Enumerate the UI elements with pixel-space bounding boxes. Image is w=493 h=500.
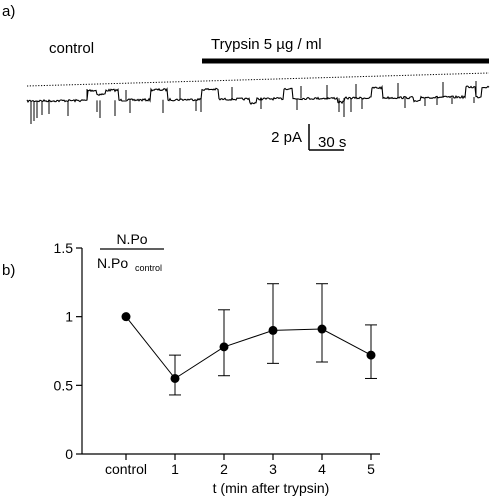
x-axis-label: t (min after trypsin) bbox=[213, 480, 330, 496]
x-tick-label: control bbox=[105, 461, 147, 477]
data-point bbox=[268, 325, 278, 335]
axes: 0 0.5 1 1.5 control 1 2 3 4 5 bbox=[54, 240, 380, 477]
y-tick-label: 0.5 bbox=[54, 377, 74, 393]
scale-bar: 2 pA 30 s bbox=[271, 124, 346, 151]
series-line bbox=[125, 316, 372, 380]
y-tick-label: 0 bbox=[65, 446, 73, 462]
data-point bbox=[366, 350, 376, 360]
x-tick-label: 1 bbox=[171, 461, 179, 477]
ylabel-denominator-main: N.Po bbox=[97, 255, 128, 271]
data-point bbox=[121, 312, 131, 322]
ylabel-numerator: N.Po bbox=[116, 231, 147, 247]
data-point bbox=[317, 324, 327, 334]
scale-current-label: 2 pA bbox=[271, 129, 302, 146]
baseline-dotted-line bbox=[26, 72, 490, 87]
trace-path bbox=[26, 84, 490, 105]
x-tick-label: 4 bbox=[318, 461, 326, 477]
x-tick-label: 2 bbox=[220, 461, 228, 477]
trypsin-label: Trypsin 5 µg / ml bbox=[211, 36, 322, 53]
current-trace bbox=[26, 81, 490, 124]
data-points bbox=[121, 312, 376, 383]
x-tick-label: 5 bbox=[367, 461, 375, 477]
scale-time-label: 30 s bbox=[318, 134, 346, 151]
panel-a-label: a) bbox=[2, 3, 15, 20]
ylabel-denominator: N.Po control bbox=[97, 255, 162, 273]
data-point bbox=[219, 342, 229, 352]
data-point bbox=[170, 373, 180, 383]
y-axis-label: N.Po N.Po control bbox=[97, 231, 164, 273]
error-bars bbox=[169, 283, 377, 396]
x-tick-label: 3 bbox=[269, 461, 277, 477]
y-tick-label: 1.5 bbox=[54, 240, 74, 256]
ylabel-denominator-sub: control bbox=[135, 263, 162, 273]
panel-b-label: b) bbox=[2, 262, 15, 279]
control-label: control bbox=[49, 40, 94, 57]
y-tick-label: 1 bbox=[65, 309, 73, 325]
